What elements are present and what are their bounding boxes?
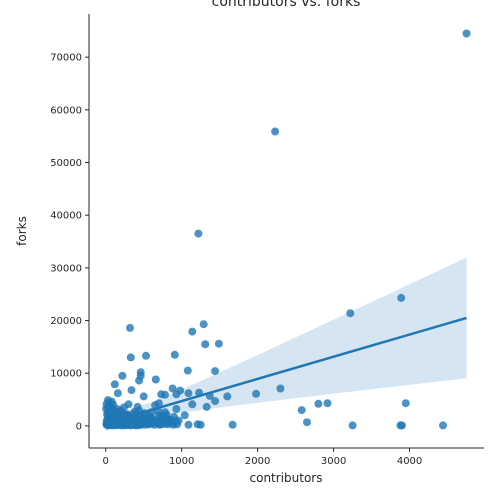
y-tick-label: 10000: [50, 369, 82, 380]
data-point: [113, 389, 122, 398]
data-point: [139, 392, 148, 401]
regression-line: [105, 316, 467, 425]
data-point: [126, 353, 135, 362]
data-point: [194, 229, 203, 238]
data-point: [127, 386, 136, 395]
data-point: [223, 392, 232, 401]
data-point: [297, 406, 306, 415]
y-tick-label: 30000: [50, 263, 82, 274]
data-point: [228, 420, 237, 429]
data-point: [462, 29, 471, 38]
data-point: [201, 340, 210, 349]
data-point: [168, 384, 177, 393]
data-point: [214, 339, 223, 348]
data-point: [110, 380, 119, 389]
data-point: [135, 376, 144, 385]
data-point: [161, 390, 169, 399]
data-point: [184, 389, 193, 398]
data-point: [170, 350, 179, 359]
data-point: [323, 399, 332, 408]
y-tick-label: 0: [76, 421, 82, 432]
data-point: [211, 397, 220, 406]
data-point: [171, 417, 180, 426]
x-tick-label: 3000: [321, 456, 346, 467]
x-tick-label: 1000: [169, 456, 194, 467]
data-point: [188, 400, 197, 409]
data-point: [401, 399, 410, 408]
y-tick-label: 40000: [50, 211, 82, 222]
data-point: [109, 400, 118, 409]
data-point: [172, 390, 181, 399]
data-point: [109, 408, 118, 417]
y-tick-label: 20000: [50, 316, 82, 327]
x-axis-label: contributors: [250, 471, 323, 485]
x-tick-label: 0: [103, 456, 109, 467]
data-point: [155, 420, 164, 429]
data-point: [188, 327, 197, 336]
confidence-band: [105, 257, 467, 432]
data-point: [271, 127, 280, 136]
data-point: [252, 389, 261, 398]
data-point: [398, 421, 406, 430]
data-point: [183, 366, 192, 375]
data-point: [124, 400, 133, 409]
data-point: [397, 293, 406, 302]
data-point: [346, 309, 355, 318]
data-point: [158, 411, 167, 420]
y-tick-label: 50000: [50, 158, 82, 169]
data-point: [118, 371, 127, 380]
y-tick-label: 70000: [50, 53, 82, 64]
x-tick-label: 2000: [245, 456, 270, 467]
y-tick-label: 60000: [50, 105, 82, 116]
confidence-band-layer: [105, 257, 467, 432]
data-point: [276, 384, 285, 393]
axes-layer: 0 1000 2000 3000 400001000020000300004000050…: [50, 14, 484, 467]
data-point: [439, 421, 447, 430]
regression-line-layer: [105, 316, 467, 425]
data-point: [202, 402, 211, 411]
data-point: [142, 351, 150, 360]
data-point: [180, 411, 189, 420]
data-point: [348, 421, 357, 430]
data-point: [126, 323, 134, 332]
x-tick-label: 4000: [397, 456, 422, 467]
data-point: [303, 418, 311, 427]
data-point: [154, 399, 163, 408]
y-axis-label: forks: [15, 216, 29, 246]
data-point: [151, 375, 160, 384]
data-point: [314, 399, 323, 408]
data-point: [149, 418, 158, 427]
data-point: [172, 405, 181, 413]
data-point: [199, 320, 208, 329]
data-point: [184, 420, 193, 429]
data-point: [211, 367, 220, 376]
chart-title: contributors vs. forks: [212, 0, 361, 10]
data-point: [196, 420, 205, 429]
